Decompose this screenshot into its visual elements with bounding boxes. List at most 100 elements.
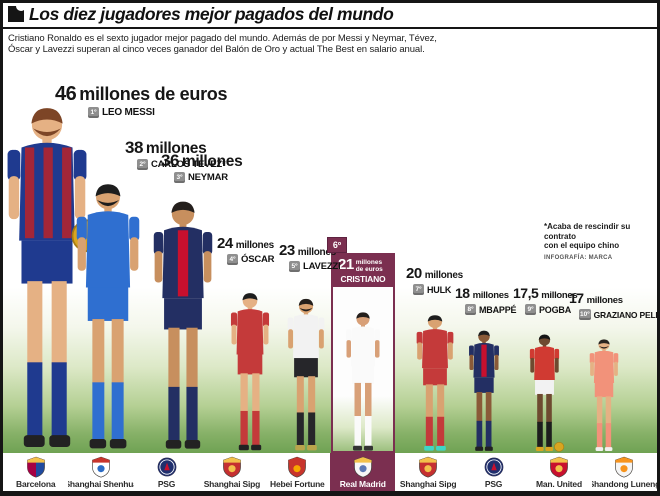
salary-label-carlos-tevez: 38 millones 2º CARLOS TÉVEZ* <box>125 138 226 170</box>
salary-amount: 20 <box>406 265 422 282</box>
salary-amount: 24 <box>217 235 233 252</box>
club-name: Shanghai Sipg <box>203 479 261 489</box>
salary-amount: 18 <box>455 285 470 301</box>
player-name: LAVEZZI <box>303 261 341 272</box>
salary-unit: millones <box>541 290 578 301</box>
player-name: CARLOS TÉVEZ* <box>151 159 226 170</box>
salary-amount: 17 <box>569 290 584 306</box>
cristiano-salary-header: 21 millones de euros CRISTIANO <box>333 255 393 287</box>
rank-badge: 10º <box>579 309 591 320</box>
club-cell-shanghai-shenhua: Shanghai Shenhua <box>68 453 134 491</box>
rank-badge: 8º <box>465 304 476 315</box>
player-name: POGBA <box>539 304 572 315</box>
player-name: NEYMAR <box>188 172 228 183</box>
player-name: MBAPPÉ <box>479 304 517 315</box>
club-crest-icon <box>90 456 112 478</box>
player-name: ÓSCAR <box>241 254 275 265</box>
club-name: Real Madrid <box>339 479 386 489</box>
player-name: CRISTIANO <box>340 273 386 284</box>
rank-badge: 1º <box>88 107 99 118</box>
club-cell-real-madrid: Real Madrid <box>330 453 396 491</box>
club-crest-icon <box>25 456 47 478</box>
clubs-strip: Barcelona Shanghai Shenhua PSG Shanghai … <box>3 453 657 491</box>
player-figure-hulk <box>408 310 462 453</box>
rank-badge: 7º <box>413 284 424 295</box>
rank-badge: 9º <box>525 304 536 315</box>
title-rule <box>3 27 657 29</box>
footnote-line-1: *Acaba de rescindir su contrato <box>544 222 631 241</box>
club-crest-icon <box>221 456 243 478</box>
club-crest-icon <box>613 456 635 478</box>
club-name: Man. United <box>535 479 582 489</box>
club-cell-shandong-luneng: Shandong Luneng <box>592 453 657 491</box>
cristiano-column: 21 millones de euros CRISTIANO <box>331 253 395 453</box>
rank-badge-6: 6º <box>327 237 347 253</box>
salary-amount: 46 <box>55 83 77 105</box>
salary-label-oscar: 24 millones 4º ÓSCAR <box>217 235 275 265</box>
club-name: Shandong Luneng <box>591 479 658 489</box>
player-figure-pogba <box>523 330 566 453</box>
player-name: GRAZIANO PELLÈ <box>593 309 660 320</box>
club-name: PSG <box>484 479 503 489</box>
salary-unit: millones <box>424 270 463 281</box>
salary-unit: millones <box>297 247 336 258</box>
salary-unit: millones <box>235 240 274 251</box>
footnote: *Acaba de rescindir su contrato con el e… <box>544 222 657 261</box>
salary-label-leo-messi: 46 millones de euros 1º LEO MESSI <box>55 83 228 118</box>
salary-amount: 38 <box>125 138 143 157</box>
subtitle-line-1: Cristiano Ronaldo es el sexto jugador me… <box>8 33 437 44</box>
club-crest-icon <box>548 456 570 478</box>
subtitle: Cristiano Ronaldo es el sexto jugador me… <box>8 33 437 55</box>
page-title: Los diez jugadores mejor pagados del mun… <box>29 4 394 24</box>
player-figure-cristiano <box>338 307 388 453</box>
salary-label-lavezzi: 23 millones 5º LAVEZZI <box>279 242 341 272</box>
club-name: Shanghai Sipg <box>399 479 457 489</box>
player-figure-oscar <box>222 287 278 453</box>
club-cell-shanghai-sipg: Shanghai Sipg <box>395 453 460 491</box>
player-name: LEO MESSI <box>102 107 155 118</box>
salary-amount: 23 <box>279 242 295 259</box>
rank-badge: 3º <box>174 172 185 183</box>
player-figure-graziano-pelle <box>583 335 625 453</box>
club-cell-psg: PSG <box>461 453 526 491</box>
club-cell-man-united: Man. United <box>526 453 591 491</box>
footnote-line-2: con el equipo chino <box>544 241 620 250</box>
salary-unit: millones de euros <box>355 258 383 273</box>
infographic-credit: INFOGRAFÍA: MARCA <box>544 254 613 261</box>
club-crest-icon <box>417 456 439 478</box>
club-crest-icon <box>286 456 308 478</box>
marca-bullet-icon <box>8 3 26 22</box>
player-name: HULK <box>427 284 452 295</box>
club-crest-icon <box>156 456 178 478</box>
salary-amount: 21 <box>338 256 354 273</box>
salary-label-pogba: 17,5 millones 9º POGBA <box>513 285 578 315</box>
rank-badge: 4º <box>227 254 238 265</box>
salary-label-neymar: 36 millones 3º NEYMAR <box>161 151 243 183</box>
player-figure-mbappe <box>462 326 506 453</box>
player-figure-lavezzi <box>279 293 333 453</box>
salary-amount: 36 <box>161 151 179 170</box>
salary-unit: millones <box>472 290 509 301</box>
club-cell-shanghai-sipg: Shanghai Sipg <box>199 453 264 491</box>
salary-label-mbappe: 18 millones 8º MBAPPÉ <box>455 285 517 315</box>
club-crest-icon <box>352 456 374 478</box>
club-crest-icon <box>483 456 505 478</box>
club-name: Shanghai Shenhua <box>68 479 134 489</box>
salary-amount: 17,5 <box>513 285 539 301</box>
club-cell-barcelona: Barcelona <box>3 453 68 491</box>
club-name: Barcelona <box>16 479 56 489</box>
club-name: Hebei Fortune <box>270 479 325 489</box>
player-figure-neymar <box>140 192 226 453</box>
club-cell-psg: PSG <box>134 453 199 491</box>
salary-unit: millones <box>145 140 207 157</box>
rank-badge: 5º <box>289 261 300 272</box>
rank-badge: 2º <box>137 159 148 170</box>
salary-unit: millones <box>181 153 243 170</box>
club-name: PSG <box>157 479 176 489</box>
player-figure-carlos-tevez <box>62 174 154 453</box>
subtitle-line-2: Óscar y Lavezzi superan al cinco veces g… <box>8 44 425 55</box>
header: Los diez jugadores mejor pagados del mun… <box>3 3 657 59</box>
salary-label-graziano-pelle: 17 millones 10º GRAZIANO PELLÈ <box>569 290 660 320</box>
club-cell-hebei-fortune: Hebei Fortune <box>265 453 330 491</box>
salary-unit: millones de euros <box>79 84 228 104</box>
